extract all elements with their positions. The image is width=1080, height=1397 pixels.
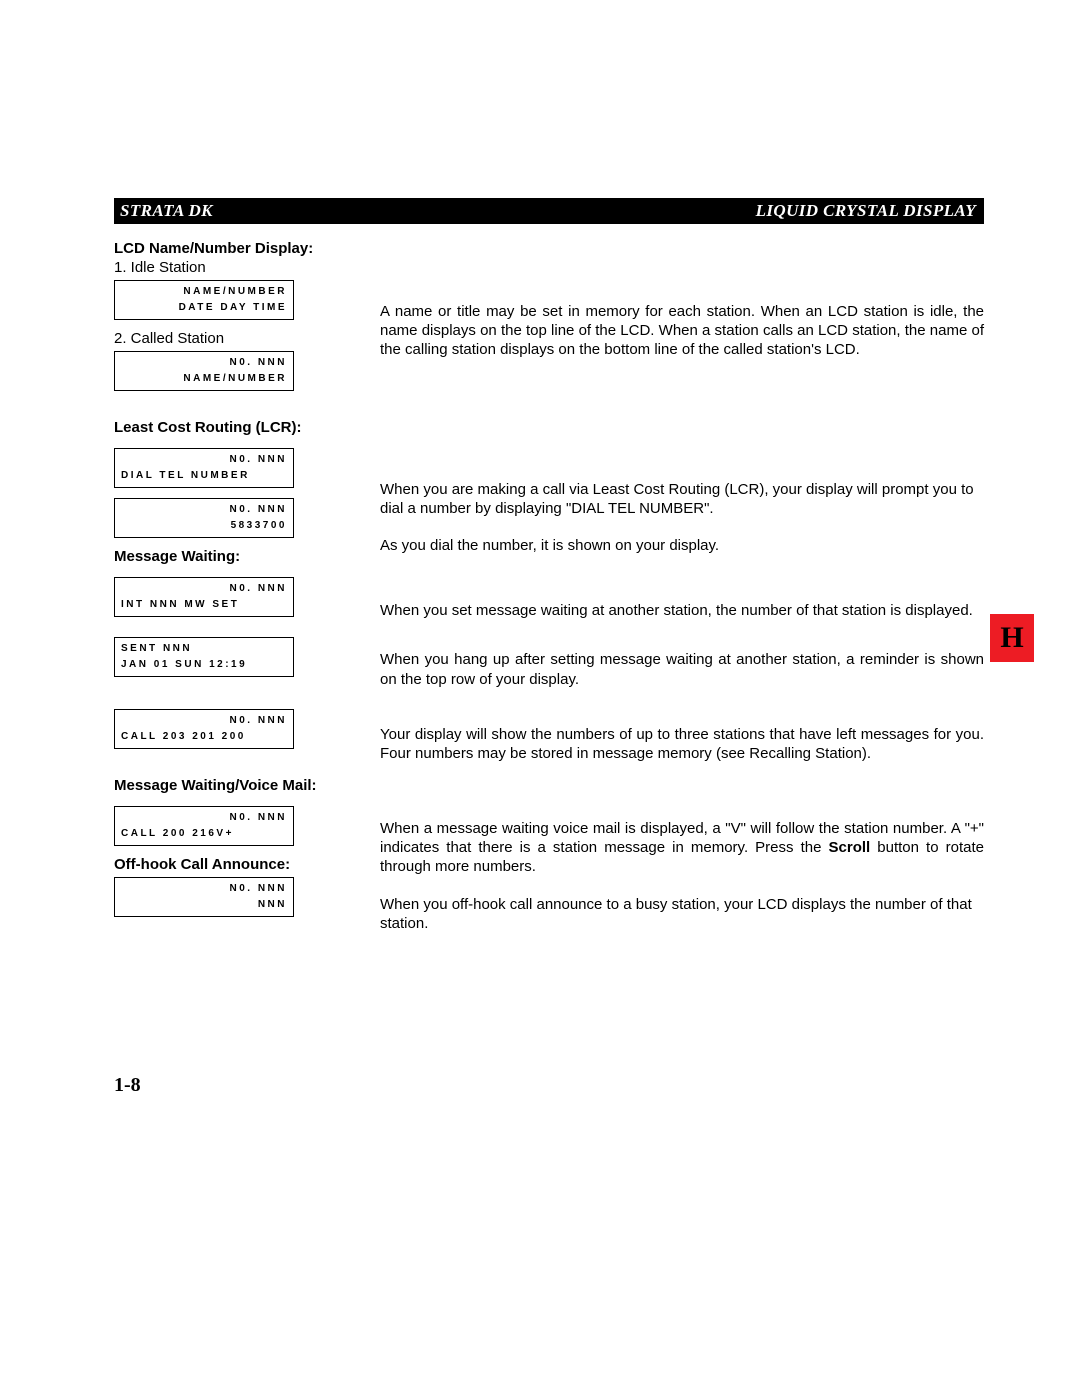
- lcd-row: N0. NNN: [121, 581, 287, 597]
- lcd-row: INT NNN MW SET: [121, 597, 287, 613]
- lcd-mwvm: N0. NNN CALL 200 216V+: [114, 806, 294, 846]
- lcd-row: SENT NNN: [121, 641, 287, 657]
- label-called-station: 2. Called Station: [114, 330, 352, 347]
- lcd-row: N0. NNN: [121, 355, 287, 371]
- lcd-lcr-dial: N0. NNN 5833700: [114, 498, 294, 538]
- section-title-offhook: Off-hook Call Announce:: [114, 856, 352, 873]
- lcd-row: N0. NNN: [121, 502, 287, 518]
- lcd-row: NNN: [121, 897, 287, 913]
- lcd-row: N0. NNN: [121, 713, 287, 729]
- desc-name-number: A name or title may be set in memory for…: [380, 302, 984, 360]
- desc-offhook: When you off-hook call announce to a bus…: [380, 895, 984, 933]
- lcd-lcr-prompt: N0. NNN DIAL TEL NUMBER: [114, 448, 294, 488]
- header-right: LIQUID CRYSTAL DISPLAY: [756, 201, 976, 221]
- lcd-row: CALL 203 201 200: [121, 729, 287, 745]
- lcd-mw-call: N0. NNN CALL 203 201 200: [114, 709, 294, 749]
- section-tab-h: H: [990, 614, 1034, 662]
- desc-mw-1: When you set message waiting at another …: [380, 601, 984, 620]
- lcd-row: N0. NNN: [121, 881, 287, 897]
- label-idle-station: 1. Idle Station: [114, 259, 352, 276]
- lcd-idle-station: NAME/NUMBER DATE DAY TIME: [114, 280, 294, 320]
- desc-lcr-1: When you are making a call via Least Cos…: [380, 480, 984, 518]
- lcd-row: DATE DAY TIME: [121, 300, 287, 316]
- lcd-row: N0. NNN: [121, 810, 287, 826]
- lcd-row: NAME/NUMBER: [121, 284, 287, 300]
- lcd-row: JAN 01 SUN 12:19: [121, 657, 287, 673]
- lcd-row: 5833700: [121, 518, 287, 534]
- section-title-mw: Message Waiting:: [114, 548, 352, 565]
- left-column: LCD Name/Number Display: 1. Idle Station…: [114, 240, 352, 945]
- section-title-mwvm: Message Waiting/Voice Mail:: [114, 777, 352, 794]
- lcd-offhook: N0. NNN NNN: [114, 877, 294, 917]
- section-title-name-number: LCD Name/Number Display:: [114, 240, 352, 257]
- section-title-lcr: Least Cost Routing (LCR):: [114, 419, 352, 436]
- lcd-row: N0. NNN: [121, 452, 287, 468]
- page-number: 1-8: [114, 1074, 141, 1097]
- desc-lcr-2: As you dial the number, it is shown on y…: [380, 536, 984, 555]
- lcd-mw-set: N0. NNN INT NNN MW SET: [114, 577, 294, 617]
- header-bar: STRATA DK LIQUID CRYSTAL DISPLAY: [114, 198, 984, 224]
- lcd-row: NAME/NUMBER: [121, 371, 287, 387]
- lcd-called-station: N0. NNN NAME/NUMBER: [114, 351, 294, 391]
- desc-mwvm: When a message waiting voice mail is dis…: [380, 819, 984, 877]
- scroll-keyword: Scroll: [829, 839, 871, 856]
- lcd-mw-sent: SENT NNN JAN 01 SUN 12:19: [114, 637, 294, 677]
- desc-mw-3: Your display will show the numbers of up…: [380, 725, 984, 763]
- lcd-row: CALL 200 216V+: [121, 826, 287, 842]
- desc-mw-2: When you hang up after setting message w…: [380, 650, 984, 688]
- right-column: A name or title may be set in memory for…: [380, 240, 984, 945]
- header-left: STRATA DK: [120, 201, 213, 221]
- lcd-row: DIAL TEL NUMBER: [121, 468, 287, 484]
